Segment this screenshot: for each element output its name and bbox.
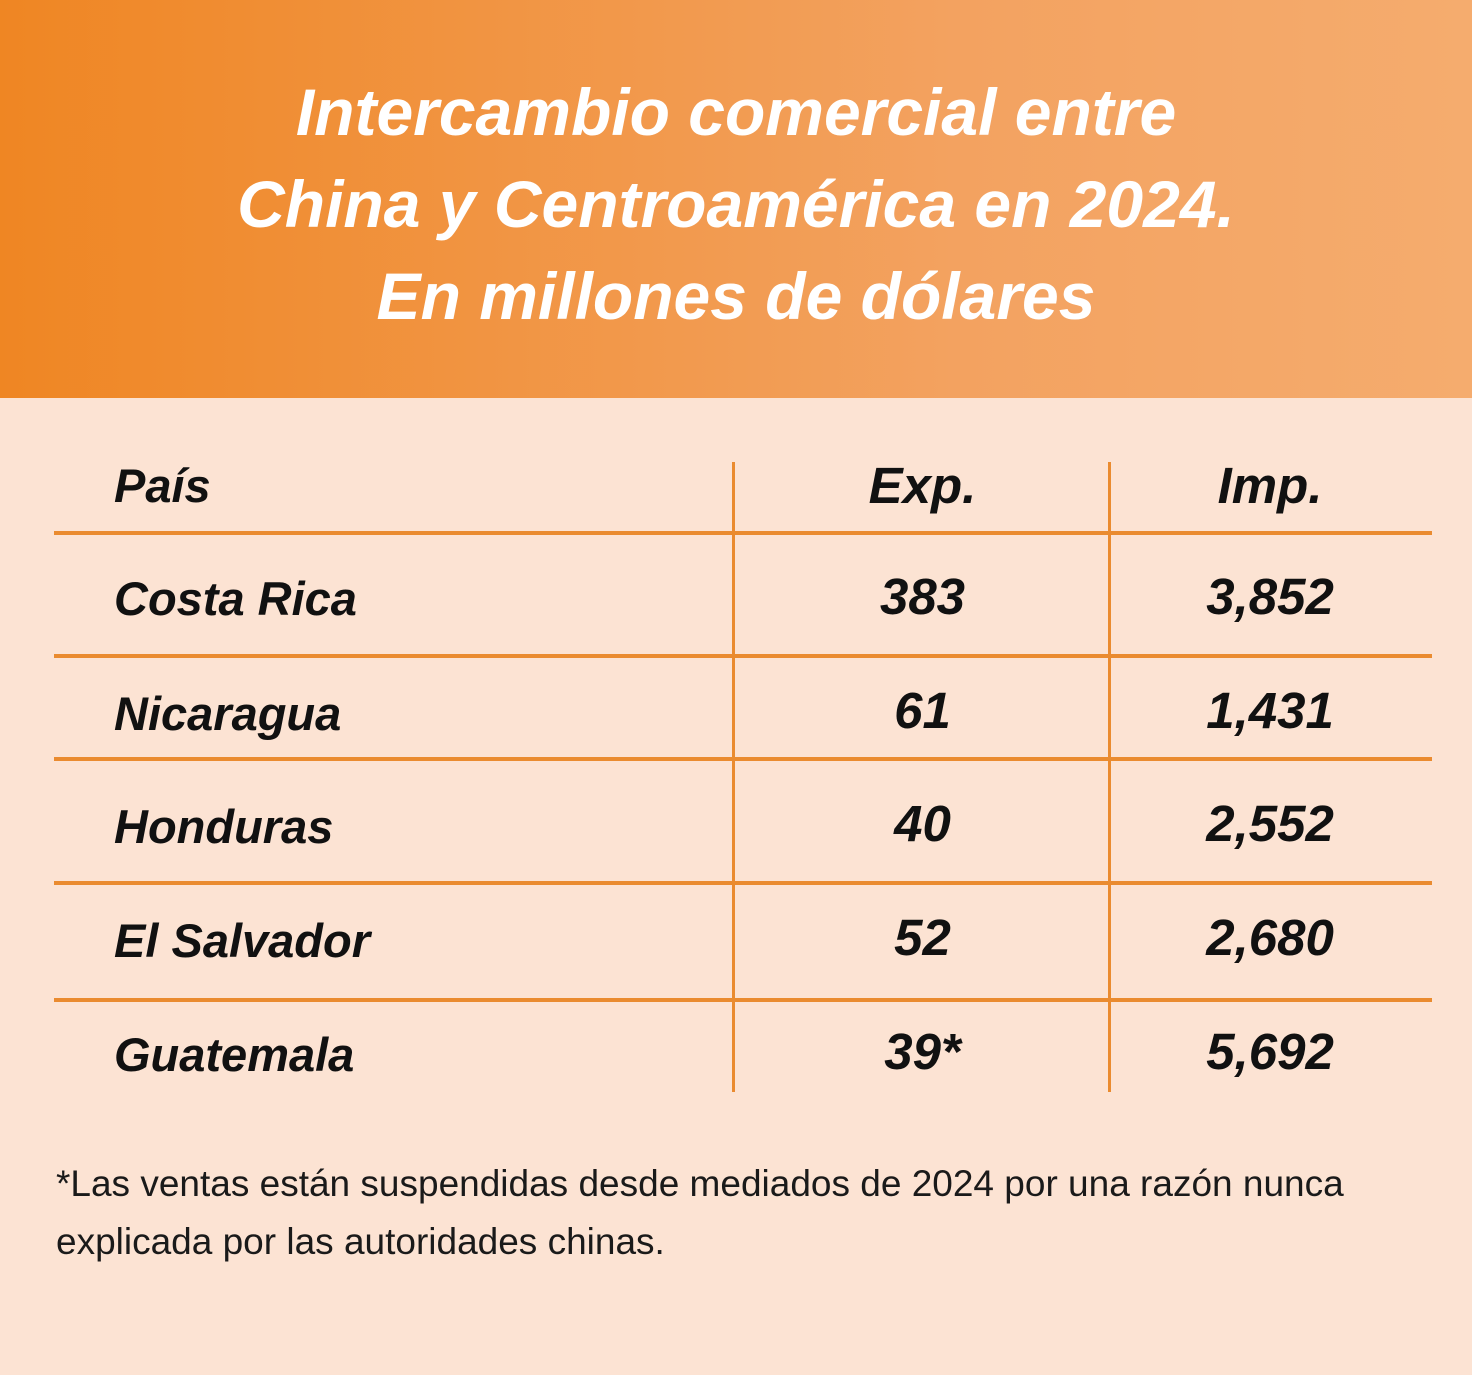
row-costa-rica-country: Costa Rica [114,572,357,625]
chart-title: Intercambio comercial entre China y Cent… [0,66,1472,342]
row-el-salvador-exp: 52 [894,909,951,966]
row-divider [54,881,1432,885]
row-divider [54,654,1432,658]
title-line-2: China y Centroamérica en 2024. [237,167,1235,241]
row-nicaragua-country: Nicaragua [114,687,342,740]
row-el-salvador-imp: 2,680 [1206,909,1334,966]
title-banner: Intercambio comercial entre China y Cent… [0,0,1472,398]
row-nicaragua-exp: 61 [894,682,951,739]
row-guatemala-country: Guatemala [114,1028,355,1081]
row-honduras-exp: 40 [894,795,951,852]
column-header-country: País [114,459,211,512]
title-line-1: Intercambio comercial entre [295,75,1177,149]
row-divider [54,998,1432,1002]
footnote-line-2: explicada por las autoridades chinas. [56,1221,665,1262]
row-costa-rica-exp: 383 [879,568,966,625]
row-honduras-country: Honduras [114,800,334,853]
column-header-exp: Exp. [868,457,977,514]
header-divider [54,531,1432,535]
column-header-imp: Imp. [1217,457,1323,514]
row-guatemala-exp: 39* [884,1023,961,1080]
footnote: *Las ventas están suspendidas desde medi… [56,1155,1446,1271]
title-line-3: En millones de dólares [376,259,1096,333]
row-guatemala-imp: 5,692 [1206,1023,1334,1080]
row-el-salvador-country: El Salvador [114,914,370,967]
column-divider-exp [732,462,735,1092]
column-divider-imp [1108,462,1111,1092]
footnote-line-1: *Las ventas están suspendidas desde medi… [56,1163,1344,1204]
row-divider [54,757,1432,761]
row-costa-rica-imp: 3,852 [1206,568,1334,625]
row-nicaragua-imp: 1,431 [1206,682,1334,739]
row-honduras-imp: 2,552 [1206,795,1334,852]
